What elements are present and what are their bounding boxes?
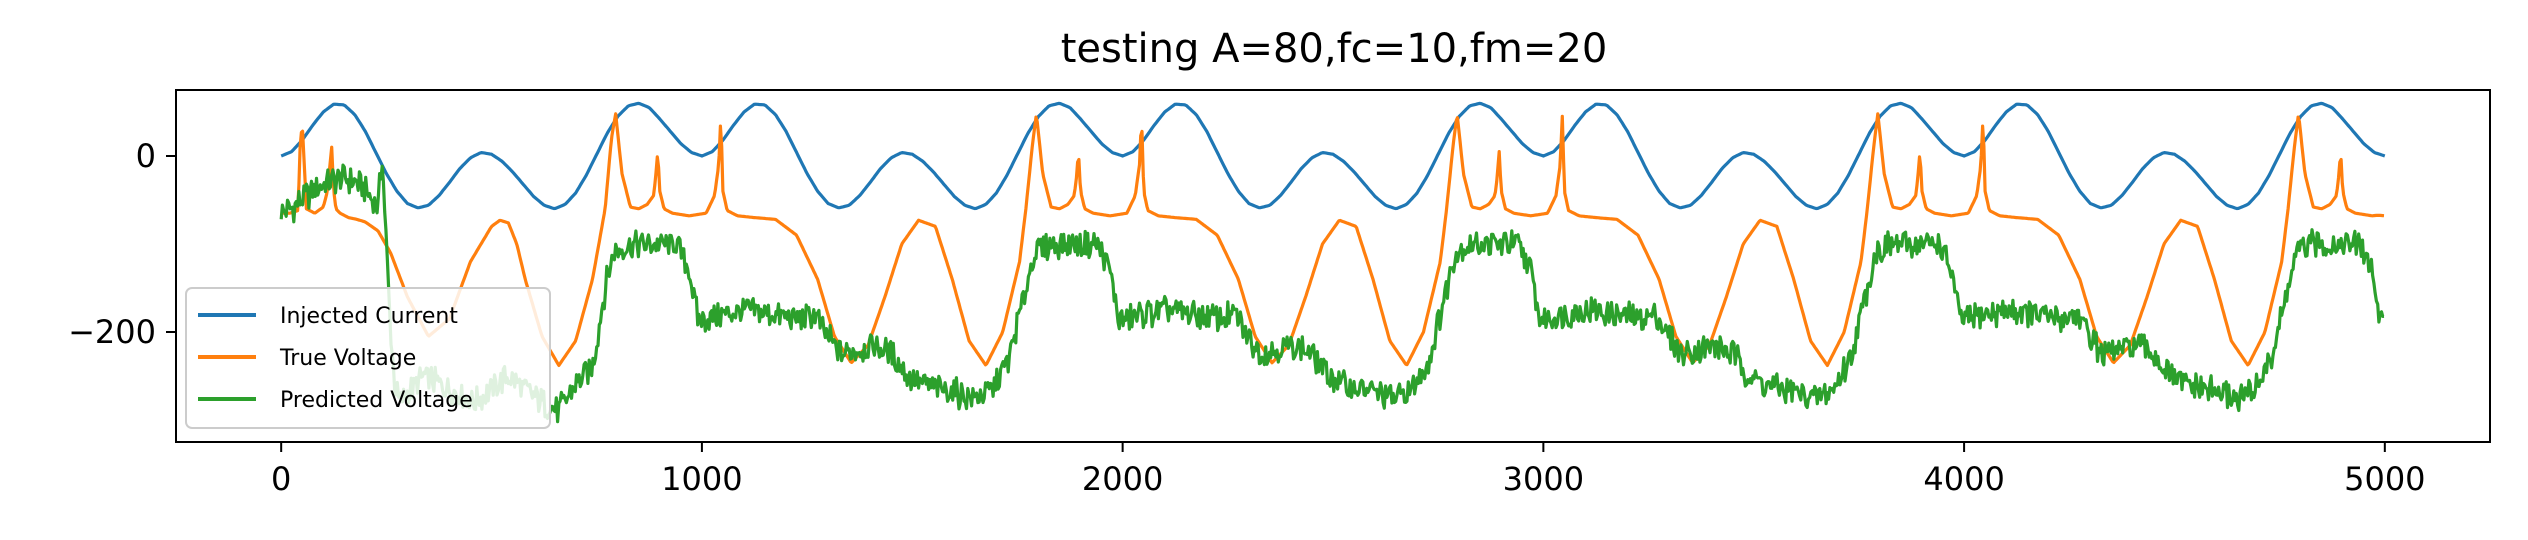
x-tick-label: 3000 [1503,460,1584,498]
series-line-2 [279,163,2385,424]
chart-title: testing A=80,fc=10,fm=20 [1061,26,1608,72]
legend-label: True Voltage [279,346,416,371]
x-tick-label: 2000 [1082,460,1163,498]
x-tick-label: 4000 [1923,460,2004,498]
x-tick-label: 0 [271,460,291,498]
legend-label: Predicted Voltage [280,388,473,413]
y-tick-label: 0 [136,137,156,175]
x-tick-label: 1000 [661,460,742,498]
x-axis: 0 1000 2000 3000 4000 5000 [271,442,2426,498]
legend: Injected Current True Voltage Predicted Vo… [185,287,551,429]
y-tick-label: −200 [68,313,156,351]
x-tick-label: 5000 [2344,460,2425,498]
y-axis: 0 −200 [68,137,176,351]
plot-frame [175,89,2491,443]
plot-lines [279,101,2386,424]
series-line-1 [280,112,2385,367]
legend-label: Injected Current [280,304,458,329]
series-line-0 [280,101,2386,211]
legend-box [185,287,551,429]
